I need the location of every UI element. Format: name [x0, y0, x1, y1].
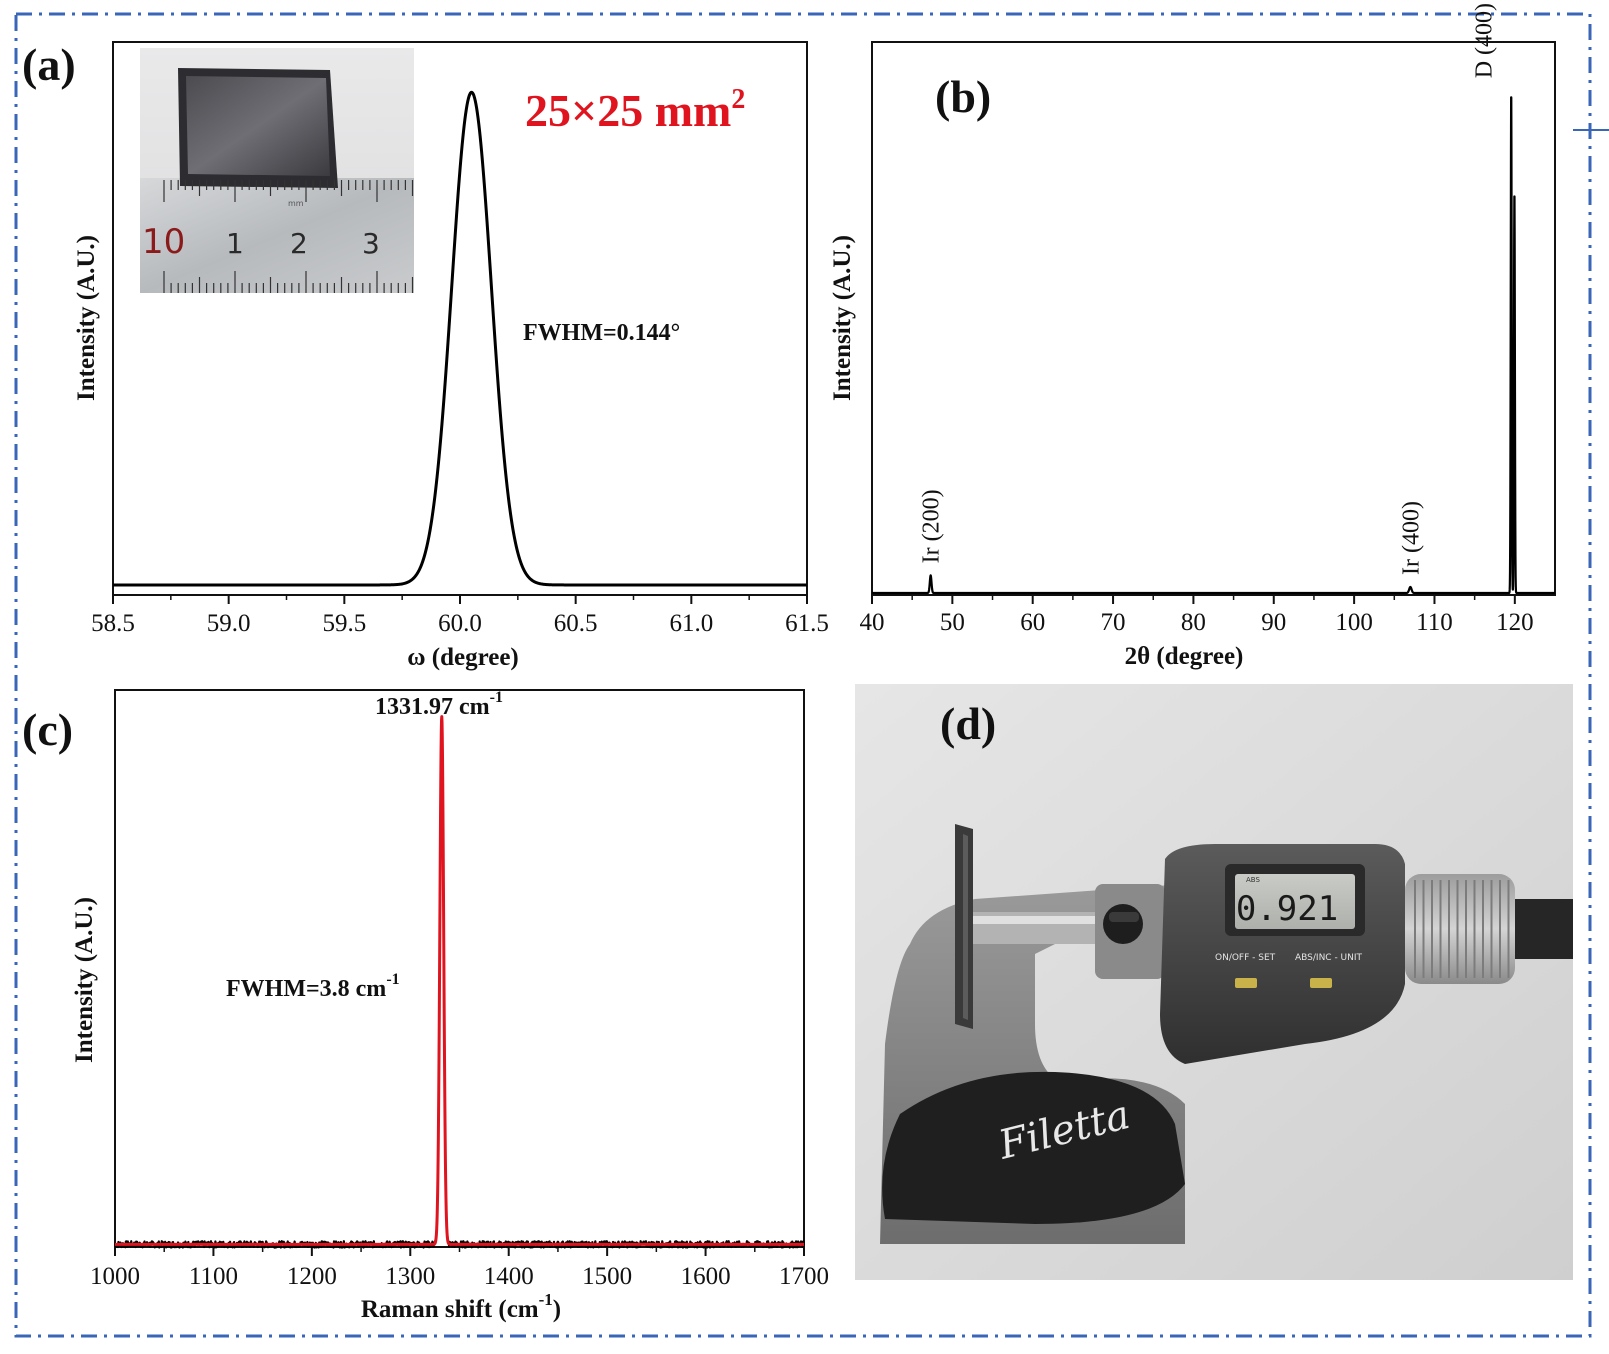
x-tick-label-b: 110 [1416, 609, 1453, 636]
x-tick-label-c: 1500 [582, 1263, 632, 1290]
x-tick-label-a: 59.5 [322, 610, 366, 637]
x-tick-label-a: 60.0 [438, 610, 482, 637]
rocking-curve-line [112, 90, 808, 587]
peak-labels-b: Ir (200) Ir (400) D (400) [919, 3, 1498, 575]
sample-size-label: 25×25 mm2 [525, 84, 745, 136]
raman-fit-line [113, 715, 806, 1246]
x-tick-label-b: 100 [1335, 609, 1373, 636]
ticks-b: 40 50 60 70 80 90 100 110 120 [860, 595, 1534, 636]
plot-frame-c [114, 689, 805, 1248]
x-tick-label-b: 60 [1020, 609, 1045, 636]
series-b [871, 96, 1556, 595]
y-axis-title-b: Intensity (A.U.) [829, 235, 856, 401]
y-axis-title-c: Intensity (A.U.) [71, 897, 98, 1063]
x-tick-label-b: 80 [1181, 609, 1206, 636]
x-tick-label-c: 1400 [484, 1263, 534, 1290]
peak-label-b: Ir (200) [919, 489, 945, 563]
x-tick-label-c: 1600 [681, 1263, 731, 1290]
ticks-c: 1000 1100 1200 1300 1400 1500 1600 1700 [90, 1247, 829, 1290]
ruler-mark-2: 2 [290, 227, 308, 260]
ticks-a: 58.5 59.0 59.5 60.0 60.5 61.0 61.5 [91, 595, 829, 637]
x-axis-title-a: ω (degree) [407, 644, 519, 671]
x-tick-label-c: 1000 [90, 1263, 140, 1290]
x-tick-label-b: 70 [1101, 609, 1126, 636]
x-tick-label-a: 60.5 [554, 610, 598, 637]
thimble-knurl [1414, 880, 1510, 978]
ruler-mark-1: 1 [226, 227, 244, 260]
y-axis-title-a: Intensity (A.U.) [73, 235, 100, 401]
x-tick-label-b: 50 [940, 609, 965, 636]
xrd-2theta-chart: 40 50 60 70 80 90 100 110 120 Ir (200) Ir (400) D … [829, 3, 1556, 670]
x-tick-label-b: 90 [1261, 609, 1286, 636]
ruler-mark-10: 10 [142, 222, 185, 262]
x-tick-label-a: 61.5 [785, 610, 829, 637]
micrometer-photo: Filetta ABS 0.921 ON/OFF - SET ABS/INC -… [855, 684, 1573, 1280]
button-label-onoff: ON/OFF - SET [1215, 953, 1276, 963]
series-c [113, 715, 806, 1249]
panel-label-b: (b) [935, 71, 991, 122]
svg-text:mm: mm [288, 199, 304, 208]
plot-border-c [114, 689, 805, 1248]
x-tick-label-a: 61.0 [669, 610, 713, 637]
series-a [112, 90, 808, 587]
fwhm-annotation-c: FWHM=3.8 cm-1 [226, 971, 400, 1002]
plot-frame-b [871, 41, 1556, 596]
x-tick-label-c: 1700 [779, 1263, 829, 1290]
peak-label-b: Ir (400) [1398, 501, 1424, 575]
ruler-ticks [163, 180, 414, 293]
panel-label-d: (d) [940, 698, 996, 749]
ruler-photo: mm 10 1 2 3 [140, 48, 414, 293]
lcd-badge: ABS [1246, 876, 1260, 884]
fwhm-annotation-a: FWHM=0.144° [523, 320, 680, 346]
x-tick-label-c: 1200 [287, 1263, 337, 1290]
raman-measured-line [114, 718, 806, 1249]
panel-label-c: (c) [22, 704, 73, 755]
plot-border-b [871, 41, 1556, 596]
x-tick-label-c: 1100 [189, 1263, 238, 1290]
x-axis-title-b: 2θ (degree) [1125, 643, 1244, 670]
x-tick-label-c: 1300 [385, 1263, 435, 1290]
panel-label-a: (a) [22, 39, 76, 90]
raman-peak-annotation: 1331.97 cm-1 [375, 689, 503, 720]
peak-label-b: D (400) [1472, 3, 1498, 78]
xrd-pattern-line [871, 96, 1556, 595]
x-tick-label-b: 120 [1496, 609, 1534, 636]
x-tick-label-b: 40 [860, 609, 885, 636]
x-tick-label-a: 59.0 [207, 610, 251, 637]
button-label-abs: ABS/INC - UNIT [1295, 953, 1363, 963]
x-axis-title-c: Raman shift (cm-1) [361, 1290, 561, 1323]
micrometer-reading: 0.921 [1236, 889, 1338, 929]
x-tick-label-a: 58.5 [91, 610, 135, 637]
ruler-mark-3: 3 [362, 227, 380, 260]
xrd-rocking-curve-chart: 58.5 59.0 59.5 60.0 60.5 61.0 61.5 (a) ω (degr… [22, 39, 829, 671]
raman-chart: 1000 1100 1200 1300 1400 1500 1600 1700 (c) Ram… [22, 689, 829, 1323]
